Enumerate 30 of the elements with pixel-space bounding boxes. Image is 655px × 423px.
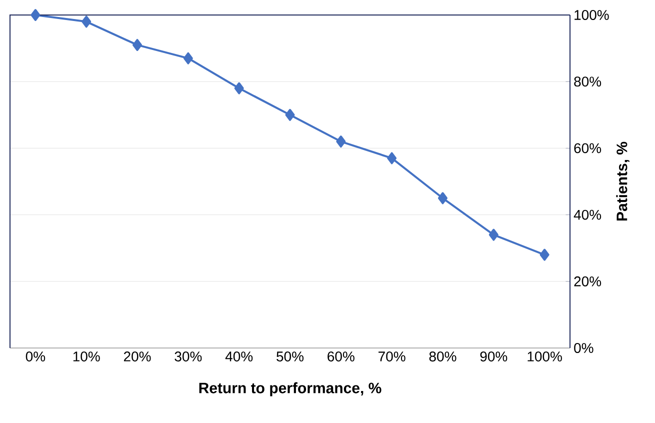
x-tick-label: 30% (174, 352, 202, 362)
x-tick-label: 90% (480, 352, 508, 362)
x-tick-label: 60% (328, 352, 354, 362)
y-tick-label: 40% (574, 210, 602, 220)
y-tick-label: 20% (574, 276, 602, 286)
x-tick-label: 50% (276, 352, 304, 362)
point (488, 228, 498, 241)
point (540, 248, 550, 261)
y-tick-label: 0% (574, 343, 594, 353)
x-axis-title: Return to performance, % (199, 382, 382, 396)
x-tick-label: 10% (73, 352, 100, 362)
point (132, 38, 142, 51)
x-tick-label: 20% (124, 352, 151, 362)
x-tick-label: 80% (429, 352, 456, 362)
x-tick-label: 70% (378, 352, 406, 362)
y-tick-label: 80% (574, 76, 602, 87)
point (285, 108, 295, 121)
x-tick-label: 0% (26, 352, 46, 362)
y2-axis-title: Patients, % (616, 142, 630, 221)
x-tick-label: 100% (528, 352, 562, 362)
x-tick-label: 40% (225, 352, 253, 362)
y-tick-label: 100% (574, 10, 609, 20)
point (234, 82, 244, 94)
point (336, 136, 346, 148)
point (30, 9, 40, 21)
point (82, 16, 92, 28)
y-tick-label: 60% (574, 143, 602, 154)
point (183, 52, 193, 64)
point (438, 192, 448, 204)
point (387, 152, 397, 164)
